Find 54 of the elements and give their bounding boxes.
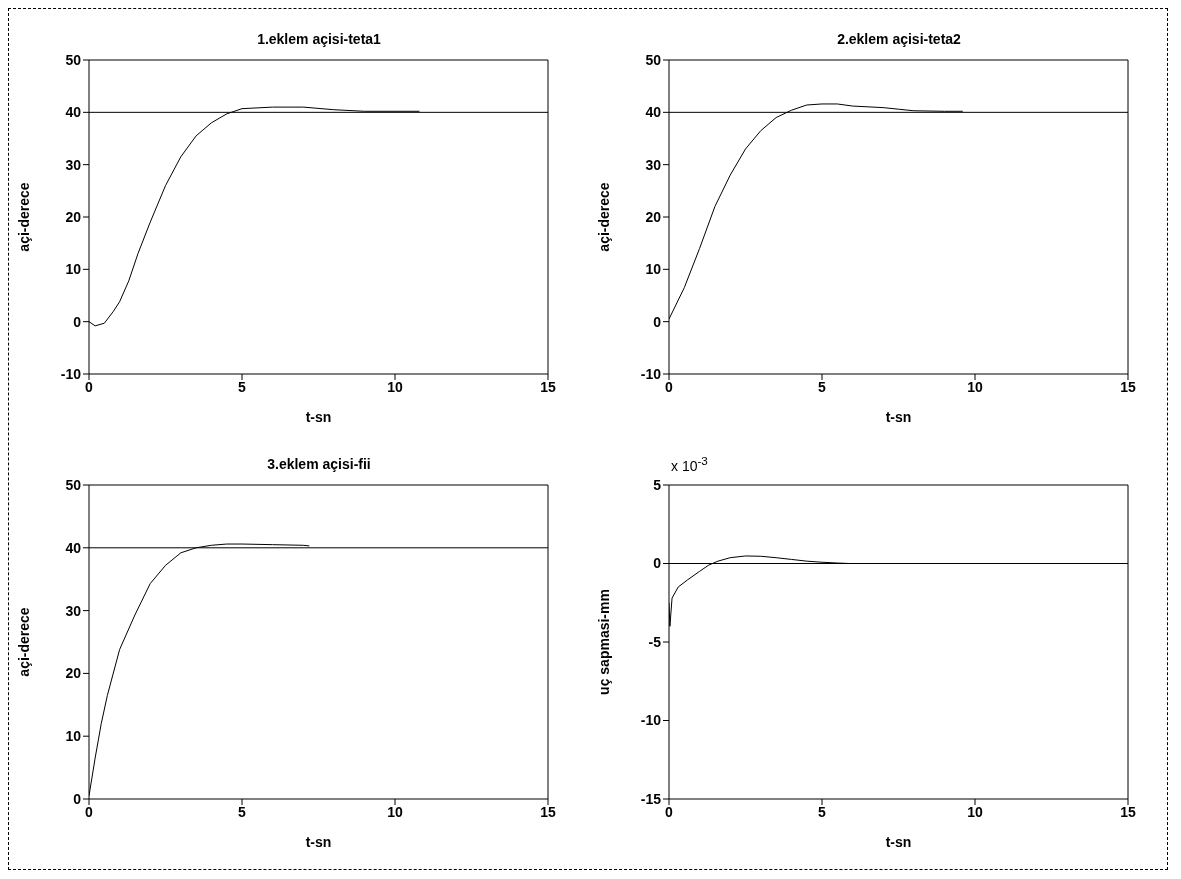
y-tick-label: 0 — [653, 313, 662, 330]
x-tick-label: 0 — [665, 803, 674, 820]
y-tick-label: 40 — [645, 104, 662, 121]
y-tick-label: 5 — [653, 476, 662, 493]
y-tick-label: 50 — [65, 476, 82, 493]
figure-frame: 1.eklem açisi-teta1 0 5 10 15 t-sn -10 0 10 20 30 40 50 açi-derece 2.eklem açisi-teta2 0 5 10 15 t-sn -10 0 10 20 30 40 50 açi-derece 3.eklem açisi-fii 0 5 10 15 t-sn 0 10 20 30 40 50 açi-derece x 10$^{-3}$ 0 5 10 15 t-sn -15 -10 -5 0 5 uç sapmasi-mm — [8, 8, 1168, 870]
x-axis-title: t-sn — [305, 834, 332, 850]
y-tick-label: 30 — [65, 156, 82, 173]
chart-title: 3.eklem açisi-fii — [266, 456, 372, 472]
y-tick-label: 10 — [65, 728, 82, 745]
text: x 10$^{-3}$ — [671, 454, 708, 474]
x-tick-label: 10 — [387, 803, 403, 820]
y-tick-label: 0 — [653, 555, 662, 572]
y-tick-label: 50 — [65, 51, 82, 68]
x-tick-label: 0 — [85, 378, 94, 395]
y-tick-label: 10 — [65, 261, 82, 278]
x-tick-label: 15 — [540, 803, 556, 820]
y-tick-label: 30 — [65, 602, 82, 619]
x-axis-title: t-sn — [305, 409, 332, 425]
x-tick-label: 15 — [1120, 378, 1136, 395]
x-tick-label: 10 — [387, 378, 403, 395]
y-axis-title: açi-derece — [15, 182, 32, 252]
chart-title: 1.eklem açisi-teta1 — [256, 31, 382, 47]
y-tick-label: -10 — [640, 712, 662, 729]
y-tick-label: 10 — [645, 261, 662, 278]
x-tick-label: 5 — [818, 803, 827, 820]
y-axis-title: uç sapmasi-mm — [595, 589, 612, 695]
y-tick-label: 20 — [645, 208, 662, 225]
y-tick-label: 50 — [645, 51, 662, 68]
x-axis-title: t-sn — [885, 409, 912, 425]
y-tick-label: 20 — [65, 208, 82, 225]
y-tick-label: -5 — [648, 633, 662, 650]
x-tick-label: 5 — [238, 803, 247, 820]
y-tick-label: 0 — [73, 790, 82, 807]
x-tick-label: 10 — [967, 378, 983, 395]
x-tick-label: 15 — [1120, 803, 1136, 820]
x-tick-label: 5 — [818, 378, 827, 395]
y-tick-label: 40 — [65, 104, 82, 121]
y-tick-label: 40 — [65, 539, 82, 556]
y-tick-label: -15 — [640, 790, 662, 807]
y-tick-label: 20 — [65, 665, 82, 682]
x-tick-label: 15 — [540, 378, 556, 395]
chart-title: 2.eklem açisi-teta2 — [836, 31, 962, 47]
x-tick-label: 5 — [238, 378, 247, 395]
x-axis-title: t-sn — [885, 834, 912, 850]
y-tick-label: -10 — [640, 365, 662, 382]
x-tick-label: 0 — [85, 803, 94, 820]
y-axis-title: açi-derece — [15, 607, 32, 677]
y-tick-label: 0 — [73, 313, 82, 330]
y-axis-title: açi-derece — [595, 182, 612, 252]
x-tick-label: 10 — [967, 803, 983, 820]
x-tick-label: 0 — [665, 378, 674, 395]
y-tick-label: 30 — [645, 156, 662, 173]
y-tick-label: -10 — [60, 365, 82, 382]
